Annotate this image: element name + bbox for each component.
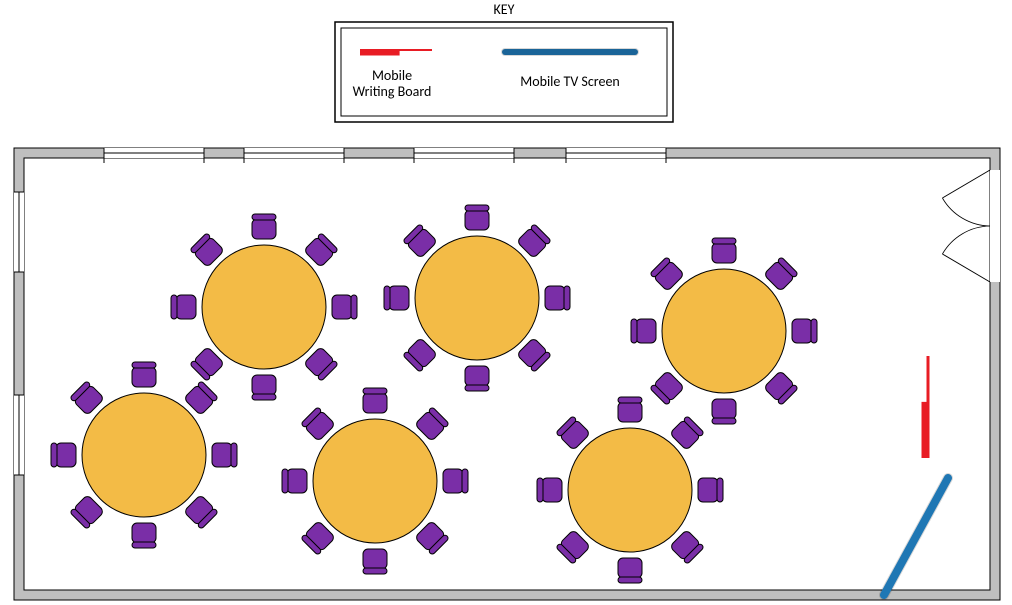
chair	[70, 495, 105, 530]
chair	[465, 366, 489, 391]
chair	[304, 347, 339, 382]
key-writing-board-label: MobileWriting Board	[353, 67, 432, 100]
round-table	[282, 388, 468, 574]
chair	[764, 257, 799, 292]
table-top	[415, 236, 539, 360]
window-left	[14, 395, 24, 475]
chair	[517, 338, 552, 373]
table-top	[202, 245, 326, 369]
mobile-tv-screen	[884, 478, 948, 595]
chair	[465, 205, 489, 230]
table-top	[662, 269, 786, 393]
chair	[363, 549, 387, 574]
chair	[132, 523, 156, 548]
door	[942, 170, 1000, 282]
chair	[443, 469, 468, 493]
chair	[132, 362, 156, 387]
chair	[403, 338, 438, 373]
chair	[618, 558, 642, 583]
round-table	[631, 238, 817, 424]
chair	[70, 381, 105, 416]
chair	[51, 443, 76, 467]
chair	[545, 286, 570, 310]
window-top	[104, 148, 204, 163]
chair	[712, 238, 736, 263]
chair	[171, 295, 196, 319]
chair	[650, 257, 685, 292]
chair	[184, 495, 219, 530]
round-table	[384, 205, 570, 391]
mobile-writing-board	[925, 356, 928, 458]
chair	[631, 319, 656, 343]
chair	[282, 469, 307, 493]
equipment-layer	[884, 356, 948, 595]
chair	[618, 397, 642, 422]
key-legend: KEY MobileWriting Board Mobile TV Screen	[335, 1, 673, 122]
chair	[698, 478, 723, 502]
chair	[415, 521, 450, 556]
window-top	[414, 148, 514, 163]
tables-layer	[51, 205, 817, 583]
chair	[415, 407, 450, 442]
chair	[363, 388, 387, 413]
chair	[252, 375, 276, 400]
room-walls	[14, 148, 1000, 600]
round-table	[51, 362, 237, 548]
window-top	[566, 148, 666, 163]
round-table	[537, 397, 723, 583]
chair	[384, 286, 409, 310]
key-title: KEY	[494, 1, 515, 18]
chair	[332, 295, 357, 319]
chair	[537, 478, 562, 502]
window-top	[244, 148, 344, 163]
table-top	[568, 428, 692, 552]
chair	[712, 399, 736, 424]
chair	[517, 224, 552, 259]
chair	[184, 381, 219, 416]
chair	[301, 521, 336, 556]
round-table	[171, 214, 357, 400]
chair	[764, 371, 799, 406]
key-tv-label: Mobile TV Screen	[520, 73, 620, 90]
room	[14, 148, 1000, 600]
window-left	[14, 192, 24, 272]
chair	[556, 530, 591, 565]
chair	[670, 416, 705, 451]
chair	[212, 443, 237, 467]
table-top	[313, 419, 437, 543]
table-top	[82, 393, 206, 517]
chair	[190, 233, 225, 268]
chair	[304, 233, 339, 268]
chair	[792, 319, 817, 343]
chair	[670, 530, 705, 565]
chair	[301, 407, 336, 442]
chair	[556, 416, 591, 451]
chair	[403, 224, 438, 259]
chair	[190, 347, 225, 382]
chair	[650, 371, 685, 406]
chair	[252, 214, 276, 239]
